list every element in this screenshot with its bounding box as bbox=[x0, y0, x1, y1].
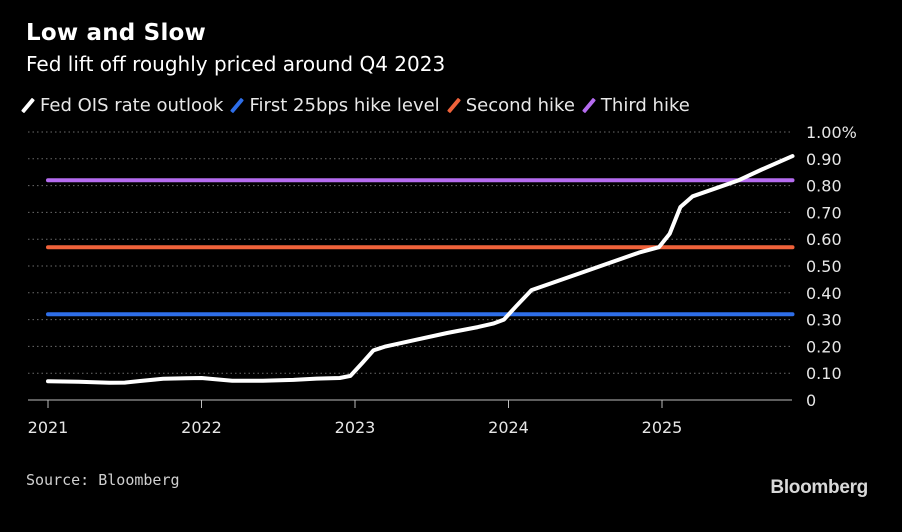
chart-title: Low and Slow bbox=[26, 20, 206, 46]
y-tick-label: 0.80 bbox=[806, 177, 842, 196]
legend-label-first-hike: First 25bps hike level bbox=[249, 95, 440, 116]
y-tick-label: 0.60 bbox=[806, 230, 842, 249]
source-note: Source: Bloomberg bbox=[26, 471, 180, 489]
x-tick-label: 2025 bbox=[642, 418, 683, 437]
y-tick-label: 0.30 bbox=[806, 311, 842, 330]
chart-subtitle: Fed lift off roughly priced around Q4 20… bbox=[26, 52, 446, 76]
legend-label-third-hike: Third hike bbox=[600, 95, 690, 116]
legend-label-second-hike: Second hike bbox=[465, 95, 575, 116]
y-tick-label: 0.50 bbox=[806, 257, 842, 276]
y-tick-label: 0 bbox=[806, 391, 816, 410]
x-tick-label: 2024 bbox=[488, 418, 529, 437]
y-tick-label: 0.20 bbox=[806, 337, 842, 356]
legend-item-first-hike: First 25bps hike level bbox=[230, 95, 440, 116]
x-tick-label: 2021 bbox=[28, 418, 69, 437]
y-tick-label: 0.40 bbox=[806, 284, 842, 303]
x-tick-label: 2022 bbox=[181, 418, 222, 437]
legend-item-third-hike: Third hike bbox=[581, 95, 690, 116]
chart-legend: Fed OIS rate outlook First 25bps hike le… bbox=[21, 95, 702, 116]
y-tick-label: 1.00% bbox=[806, 123, 857, 142]
legend-label-ois: Fed OIS rate outlook bbox=[40, 95, 224, 116]
legend-item-second-hike: Second hike bbox=[446, 95, 575, 116]
y-tick-label: 0.10 bbox=[806, 364, 842, 383]
y-tick-label: 0.90 bbox=[806, 150, 842, 169]
line-fed-ois-rate bbox=[46, 154, 795, 385]
x-tick-label: 2023 bbox=[335, 418, 376, 437]
bloomberg-logo: Bloomberg bbox=[770, 477, 868, 498]
y-tick-label: 0.70 bbox=[806, 203, 842, 222]
legend-item-ois: Fed OIS rate outlook bbox=[21, 95, 224, 116]
